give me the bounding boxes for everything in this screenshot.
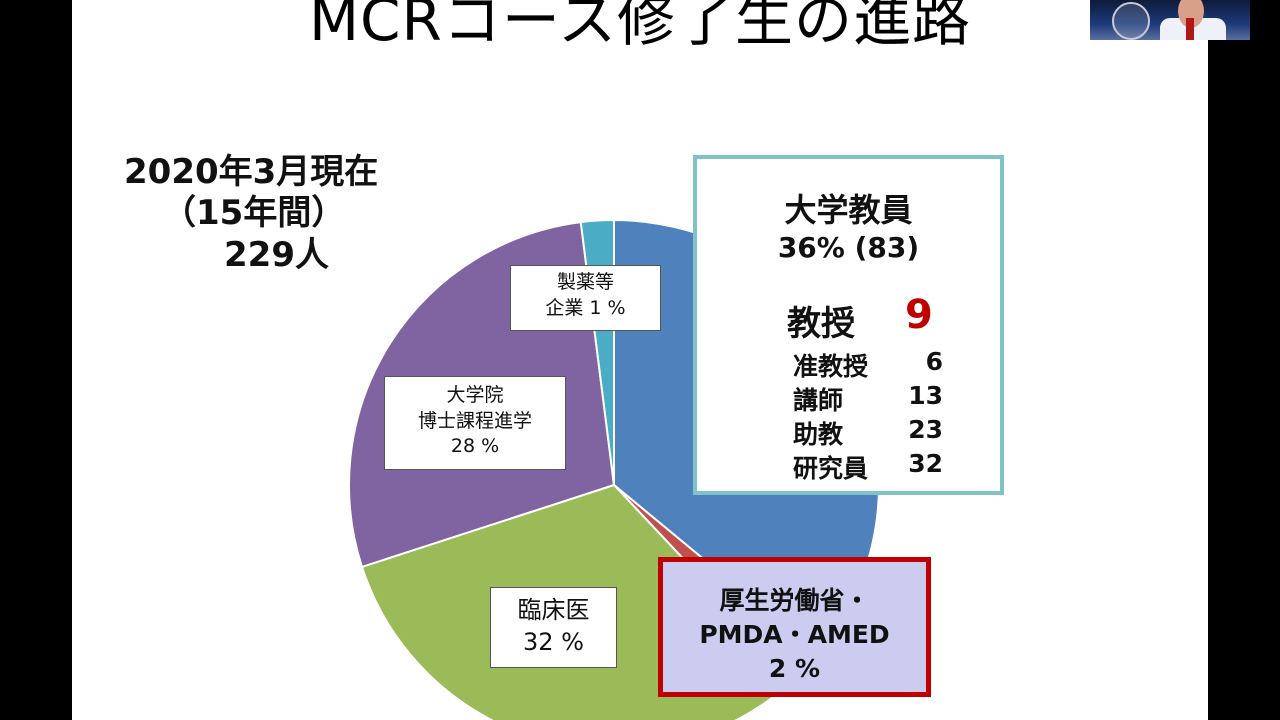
slide: MCRコース修了生の進路 2020年3月現在 （15年間） 229人 製薬等 企…: [72, 0, 1208, 720]
rank-value: 23: [908, 415, 943, 444]
rank-row-researcher: 研究員 32: [793, 449, 943, 485]
faculty-detail-box: 大学教員 36% (83) 教授 9 准教授 6 講師 13 助教 23 研究員…: [693, 155, 1004, 495]
summary-count: 229人: [224, 234, 329, 275]
gov-label-line1: 厚生労働省・: [719, 586, 870, 615]
gov-label-line2: PMDA・AMED: [699, 619, 890, 649]
rank-row-lecturer: 講師 13: [793, 381, 943, 417]
rank-row-assistant: 助教 23: [793, 415, 943, 451]
rank-label: 准教授: [793, 352, 869, 381]
slice-label-pharma: 製薬等 企業 1 %: [510, 265, 661, 331]
slice-label-clinical: 臨床医 32 %: [490, 587, 617, 668]
clinical-label-line1: 臨床医: [517, 596, 590, 624]
summary-text: 2020年3月現在 （15年間） 229人: [124, 152, 464, 276]
slide-title: MCRコース修了生の進路: [309, 0, 971, 54]
rank-label: 助教: [793, 420, 844, 449]
pharma-label-line1: 製薬等: [556, 271, 614, 293]
slice-label-gov: 厚生労働省・ PMDA・AMED 2 %: [658, 557, 931, 697]
slice-label-grad: 大学院 博士課程進学 28 %: [384, 376, 566, 470]
rank-label: 講師: [793, 386, 844, 415]
grad-label-line3: 28 %: [450, 435, 500, 458]
rank-label: 研究員: [793, 454, 869, 483]
pie-chart: [348, 218, 880, 720]
rank-value: 6: [925, 347, 943, 376]
rank-value: 32: [908, 449, 943, 478]
webcam-overlay: [1090, 0, 1250, 40]
rank-row-associate: 准教授 6: [793, 347, 943, 383]
pharma-label-line2: 企業 1 %: [545, 296, 626, 319]
presenter-tie: [1186, 18, 1194, 40]
faculty-share: 36% (83): [777, 231, 920, 264]
professor-label: 教授: [787, 304, 855, 344]
grad-label-line1: 大学院: [446, 384, 504, 406]
gov-label-line3: 2 %: [768, 653, 821, 683]
summary-date: 2020年3月現在: [124, 152, 379, 192]
faculty-title: 大学教員: [784, 191, 913, 229]
professor-value: 9: [905, 292, 933, 338]
clinical-label-line2: 32 %: [523, 628, 584, 657]
grad-label-line2: 博士課程進学: [417, 409, 532, 432]
university-seal-icon: [1112, 2, 1150, 40]
rank-value: 13: [908, 381, 943, 410]
summary-period: （15年間）: [162, 193, 346, 234]
